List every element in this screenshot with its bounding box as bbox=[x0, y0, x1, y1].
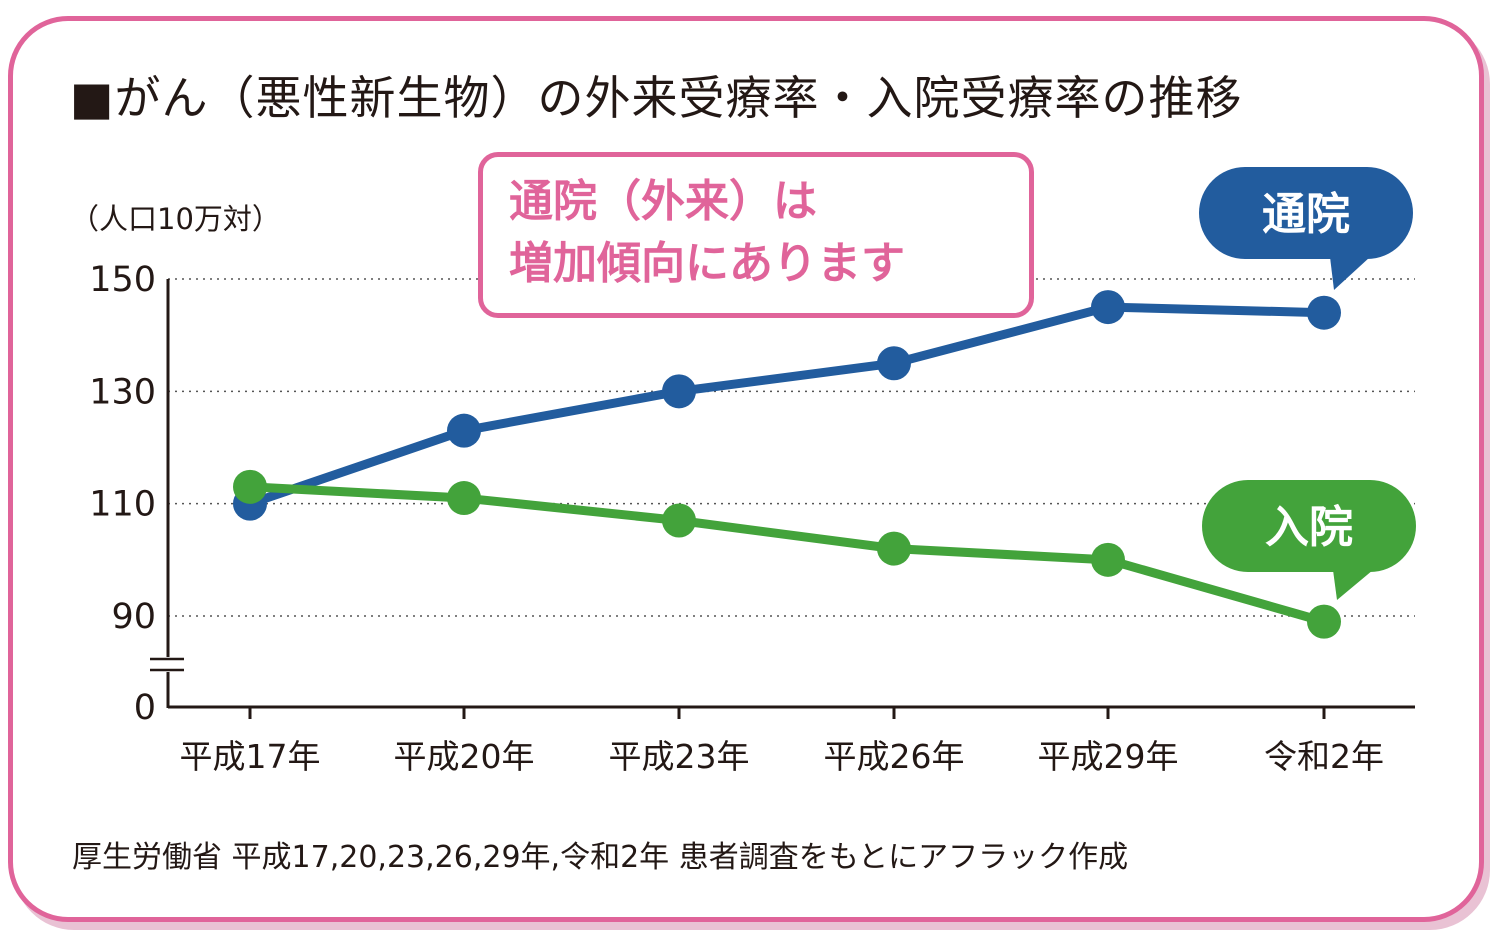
legend-bubble bbox=[1199, 167, 1413, 259]
data-point bbox=[233, 469, 267, 504]
chart-title: ■がん（悪性新生物）の外来受療率・入院受療率の推移 bbox=[70, 71, 1243, 125]
source-note: 厚生労働省 平成17,20,23,26,29年,令和2年 患者調査をもとにアフラ… bbox=[72, 840, 1129, 875]
legend-bubble-tail bbox=[1330, 257, 1370, 290]
data-point bbox=[447, 481, 481, 516]
x-tick-label: 平成17年 bbox=[180, 737, 321, 776]
data-point bbox=[447, 413, 481, 448]
data-point bbox=[662, 503, 696, 538]
y-tick-label: 150 bbox=[89, 260, 156, 300]
y-tick-label: 110 bbox=[89, 485, 156, 525]
series-line-0 bbox=[248, 302, 1325, 508]
y-tick-label: 130 bbox=[89, 372, 156, 412]
data-point bbox=[877, 346, 911, 381]
data-point bbox=[662, 374, 696, 409]
legend-bubble-tail bbox=[1333, 570, 1373, 600]
legend-label: 通院 bbox=[1262, 189, 1350, 240]
data-point bbox=[1307, 604, 1341, 639]
callout-box: 通院（外来）は 増加傾向にあります bbox=[478, 152, 1034, 318]
callout-text: 通院（外来）は 増加傾向にあります bbox=[509, 176, 905, 289]
data-point bbox=[877, 531, 911, 566]
x-tick-label: 平成23年 bbox=[609, 737, 750, 776]
x-tick-label: 平成29年 bbox=[1038, 737, 1179, 776]
y-axis-unit-label: （人口10万対） bbox=[70, 202, 281, 236]
x-tick-label: 平成20年 bbox=[394, 737, 535, 776]
data-point bbox=[1307, 295, 1341, 330]
y-tick-label: 0 bbox=[134, 688, 156, 728]
x-tick-label: 令和2年 bbox=[1264, 737, 1384, 776]
x-tick-label: 平成26年 bbox=[824, 737, 965, 776]
data-point bbox=[1091, 542, 1125, 577]
data-point bbox=[1091, 290, 1125, 325]
legend-bubble bbox=[1202, 480, 1416, 572]
y-tick-label: 90 bbox=[111, 597, 156, 637]
series-line-1 bbox=[249, 482, 1326, 626]
legend-label: 入院 bbox=[1265, 502, 1353, 553]
